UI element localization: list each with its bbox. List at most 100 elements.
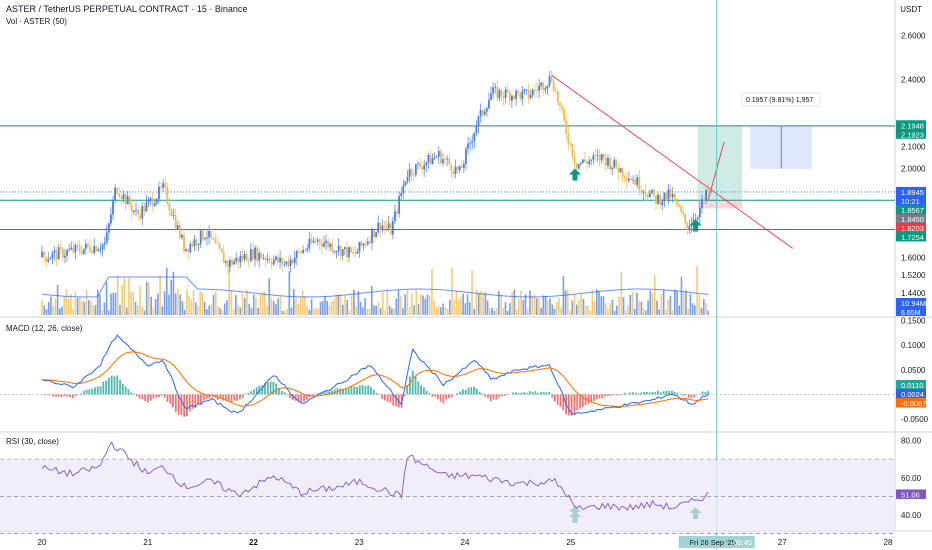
volume-bar bbox=[373, 305, 375, 315]
candle-body bbox=[137, 209, 139, 215]
candle-body bbox=[696, 217, 699, 220]
candle-body bbox=[187, 248, 190, 253]
volume-bar bbox=[56, 284, 59, 315]
volume-bar bbox=[705, 302, 707, 315]
candle-body bbox=[149, 198, 152, 200]
volume-bar bbox=[266, 305, 268, 315]
volume-bar bbox=[529, 290, 531, 315]
candle-body bbox=[513, 95, 515, 99]
macd-hist-bar bbox=[640, 392, 643, 395]
volume-bar bbox=[555, 302, 558, 315]
volume-bar bbox=[667, 299, 669, 315]
volume-bar bbox=[609, 303, 611, 315]
candle-body bbox=[429, 154, 432, 165]
macd-hist-bar bbox=[169, 394, 172, 404]
price-axis-tick: 1.6000 bbox=[901, 253, 926, 262]
candle-body bbox=[308, 238, 311, 249]
candle-body bbox=[425, 162, 428, 166]
candle-body bbox=[206, 237, 208, 239]
candle-body bbox=[596, 154, 599, 156]
volume-bar bbox=[103, 302, 106, 315]
candle-body bbox=[521, 90, 524, 100]
candle-body bbox=[625, 177, 628, 181]
volume-bar bbox=[134, 301, 137, 315]
candle-body bbox=[366, 241, 369, 245]
macd-hist-bar bbox=[219, 394, 222, 399]
volume-bar bbox=[495, 308, 498, 315]
macd-hist-bar bbox=[576, 394, 579, 411]
candle-body bbox=[502, 96, 505, 98]
candle-body bbox=[193, 239, 196, 247]
macd-hist-bar bbox=[300, 394, 303, 403]
macd-hist-bar bbox=[554, 394, 556, 402]
volume-bar bbox=[544, 295, 547, 315]
macd-hist-bar bbox=[506, 393, 509, 395]
candle-body bbox=[95, 246, 98, 252]
candle-body bbox=[139, 214, 142, 219]
volume-bar bbox=[255, 297, 257, 315]
macd-hist-bar bbox=[470, 387, 473, 395]
volume-bar bbox=[217, 306, 219, 315]
rsi-axis-tick: 80.00 bbox=[901, 436, 922, 445]
macd-hist-bar bbox=[445, 394, 448, 400]
candle-body bbox=[638, 177, 641, 191]
candle-body bbox=[245, 253, 248, 261]
candle-body bbox=[105, 232, 108, 243]
candle-body bbox=[264, 257, 267, 261]
candle-body bbox=[554, 90, 557, 92]
candle-body bbox=[465, 148, 467, 164]
rsi-line bbox=[41, 441, 709, 511]
volume-bar bbox=[444, 307, 447, 315]
volume-bar bbox=[497, 291, 500, 315]
candle-body bbox=[387, 223, 390, 228]
macd-hist-bar bbox=[353, 386, 356, 395]
macd-hist-bar bbox=[517, 392, 520, 395]
macd-hist-bar bbox=[654, 392, 657, 395]
volume-bar bbox=[112, 292, 115, 315]
macd-hist-bar bbox=[121, 383, 124, 395]
volume-bar bbox=[620, 271, 623, 315]
volume-bar bbox=[417, 304, 420, 315]
candle-body bbox=[477, 116, 480, 127]
candle-body bbox=[160, 186, 162, 188]
candle-body bbox=[381, 225, 384, 231]
candle-body bbox=[312, 240, 315, 243]
volume-bar bbox=[395, 298, 398, 315]
volume-bar bbox=[489, 308, 491, 315]
volume-bar bbox=[47, 301, 50, 315]
candle-body bbox=[375, 232, 378, 238]
volume-bar bbox=[660, 294, 663, 315]
volume-bar bbox=[638, 300, 640, 315]
candle-body bbox=[185, 248, 188, 251]
candle-body bbox=[634, 179, 637, 185]
macd-hist-bar bbox=[581, 394, 584, 408]
macd-hist-bar bbox=[342, 388, 344, 395]
candle-body bbox=[132, 210, 135, 212]
candle-body bbox=[350, 247, 352, 252]
macd-hist-bar bbox=[364, 386, 367, 395]
volume-bar bbox=[310, 299, 313, 315]
volume-bar bbox=[270, 297, 273, 315]
candle-body bbox=[254, 247, 256, 260]
volume-bar bbox=[542, 295, 545, 315]
volume-bar bbox=[411, 293, 413, 315]
macd-axis-tick: 0.0500 bbox=[901, 366, 926, 375]
volume-bar bbox=[330, 300, 333, 315]
volume-bar bbox=[674, 289, 676, 315]
volume-bar bbox=[243, 298, 246, 315]
candle-body bbox=[627, 178, 630, 181]
candle-body bbox=[462, 163, 465, 168]
volume-bar bbox=[110, 293, 112, 315]
candle-body bbox=[287, 261, 290, 267]
candle-body bbox=[74, 244, 77, 253]
volume-bar bbox=[437, 305, 440, 315]
candle-body bbox=[586, 161, 588, 165]
volume-bar bbox=[442, 303, 444, 315]
volume-bar bbox=[59, 308, 61, 315]
candle-body bbox=[99, 249, 102, 250]
candle-body bbox=[439, 151, 442, 164]
candle-body bbox=[310, 238, 313, 243]
macd-line bbox=[41, 334, 709, 415]
candle-body bbox=[561, 105, 563, 110]
